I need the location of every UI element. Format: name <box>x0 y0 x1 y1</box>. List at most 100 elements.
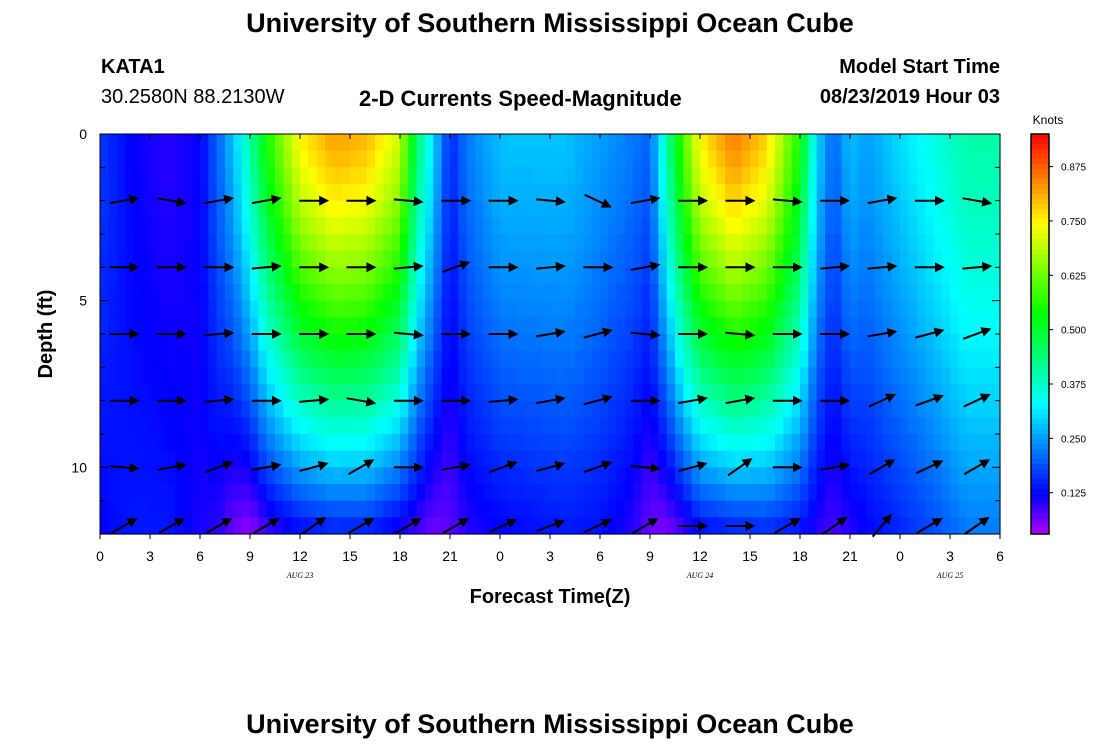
colorbar-step <box>1031 379 1049 385</box>
heatmap-cell <box>708 250 718 268</box>
heatmap-cell <box>858 467 868 485</box>
heatmap-cell <box>175 267 184 285</box>
heatmap-cell <box>858 384 868 402</box>
heatmap-cell <box>958 467 968 485</box>
heatmap-cell <box>958 184 968 202</box>
date-label: AUG 24 <box>686 571 713 580</box>
heatmap-cell <box>283 500 293 518</box>
heatmap-cell <box>466 484 476 502</box>
heatmap-cell <box>291 467 301 485</box>
heatmap-cell <box>275 317 284 335</box>
heatmap-cell <box>550 134 559 152</box>
heatmap-cell <box>125 317 134 335</box>
heatmap-cell <box>708 484 718 502</box>
heatmap-cell <box>141 384 151 402</box>
heatmap-cell <box>966 167 976 185</box>
heatmap-cell <box>916 284 926 302</box>
heatmap-cell <box>683 317 693 335</box>
heatmap-cell <box>791 167 801 185</box>
heatmap-cell <box>141 134 151 152</box>
heatmap-cell <box>233 367 243 385</box>
heatmap-cell <box>133 300 143 318</box>
heatmap-cell <box>150 500 159 518</box>
heatmap-cell <box>891 400 901 418</box>
heatmap-cell <box>283 384 293 402</box>
heatmap-cell <box>558 300 568 318</box>
heatmap-cell <box>650 367 659 385</box>
heatmap-cell <box>575 150 584 168</box>
current-vector <box>442 518 470 534</box>
heatmap-cell <box>833 234 843 252</box>
heatmap-cell <box>191 184 201 202</box>
heatmap-cell <box>200 234 209 252</box>
heatmap-cell <box>958 500 968 518</box>
heatmap-cell <box>333 200 343 218</box>
heatmap-cell <box>508 267 518 285</box>
heatmap-cell <box>100 350 109 368</box>
heatmap-cell <box>733 184 743 202</box>
colorbar-step <box>1031 354 1049 360</box>
heatmap-cell <box>475 200 484 218</box>
colorbar-step <box>1031 344 1049 350</box>
heatmap-cell <box>400 400 409 418</box>
heatmap-cell <box>125 284 134 302</box>
heatmap-cell <box>941 284 951 302</box>
colorbar-step <box>1031 244 1049 250</box>
heatmap-cell <box>950 417 959 435</box>
heatmap-cell <box>708 284 718 302</box>
heatmap-cell <box>925 367 934 385</box>
heatmap-cell <box>791 484 801 502</box>
x-tick-label: 15 <box>742 548 758 564</box>
heatmap-cell <box>358 484 368 502</box>
heatmap-cell <box>983 217 993 235</box>
heatmap-cell <box>116 334 126 352</box>
heatmap-cell <box>491 334 501 352</box>
heatmap-cell <box>300 350 309 368</box>
heatmap-cell <box>866 367 876 385</box>
heatmap-cell <box>741 417 751 435</box>
colorbar-step <box>1031 469 1049 475</box>
heatmap-cell <box>983 484 993 502</box>
heatmap-cell <box>700 234 709 252</box>
heatmap-cell <box>791 467 801 485</box>
heatmap-cell <box>175 500 184 518</box>
heatmap-cell <box>308 500 318 518</box>
heatmap-cell <box>900 317 909 335</box>
heatmap-cell <box>391 400 401 418</box>
heatmap-cell <box>158 467 168 485</box>
heatmap-cell <box>141 250 151 268</box>
heatmap-cell <box>900 517 909 535</box>
heatmap-cell <box>233 517 243 535</box>
heatmap-cell <box>625 184 634 202</box>
heatmap-cell <box>758 500 768 518</box>
heatmap-cell <box>133 334 143 352</box>
heatmap-cell <box>108 450 118 468</box>
heatmap-cell <box>508 234 518 252</box>
heatmap-cell <box>116 500 126 518</box>
heatmap-cell <box>283 350 293 368</box>
heatmap-cell <box>958 434 968 452</box>
heatmap-cell <box>558 250 568 268</box>
heatmap-cell <box>333 150 343 168</box>
heatmap-cell <box>958 400 968 418</box>
heatmap-cell <box>391 167 401 185</box>
heatmap-cell <box>966 250 976 268</box>
heatmap-cell <box>325 284 334 302</box>
heatmap-cell <box>150 350 159 368</box>
heatmap-cell <box>933 417 943 435</box>
heatmap-cell <box>241 500 251 518</box>
heatmap-cell <box>641 500 651 518</box>
heatmap-cell <box>975 134 984 152</box>
heatmap-cell <box>916 250 926 268</box>
heatmap-cell <box>716 350 726 368</box>
heatmap-cell <box>358 267 368 285</box>
heatmap-cell <box>100 167 109 185</box>
heatmap-cell <box>950 167 959 185</box>
heatmap-cell <box>466 367 476 385</box>
heatmap-cell <box>691 250 701 268</box>
heatmap-cell <box>883 267 893 285</box>
heatmap-cell <box>450 384 459 402</box>
heatmap-cell <box>141 167 151 185</box>
heatmap-cell <box>550 217 559 235</box>
heatmap-cell <box>425 484 434 502</box>
